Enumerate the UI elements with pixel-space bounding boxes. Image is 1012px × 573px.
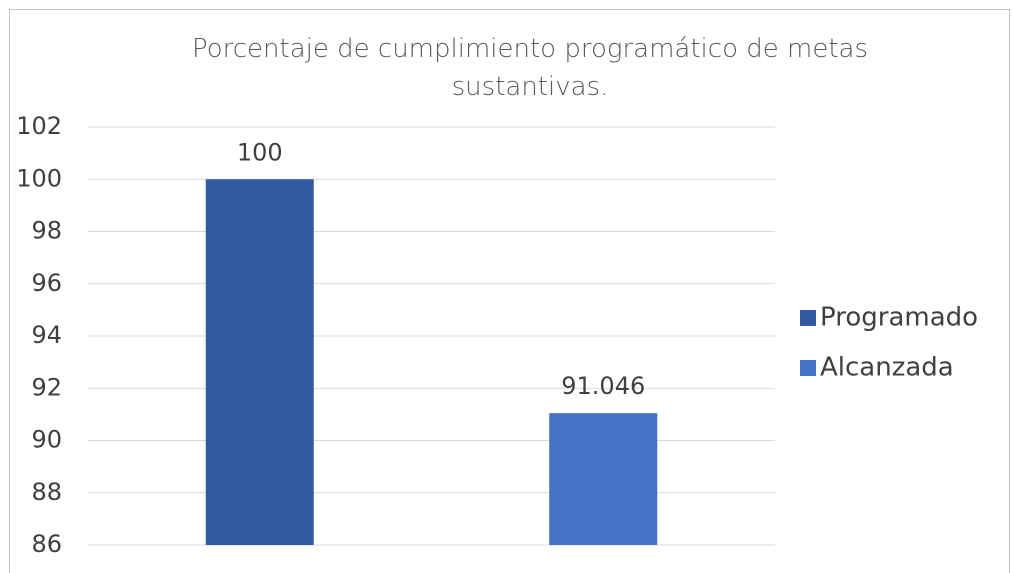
y-tick-label: 98 <box>31 217 62 245</box>
y-tick-label: 96 <box>31 269 62 297</box>
chart-border <box>9 9 1010 573</box>
data-label: 100 <box>237 138 283 166</box>
y-tick-label: 88 <box>31 478 62 506</box>
legend-label: Programado <box>820 303 978 333</box>
bar <box>549 413 658 545</box>
y-tick-label: 102 <box>16 112 62 140</box>
y-tick-label: 90 <box>31 426 62 454</box>
legend-swatch <box>800 360 816 376</box>
legend-label: Alcanzada <box>820 353 954 383</box>
chart-title: Porcentaje de cumplimiento programático … <box>191 34 869 102</box>
y-tick-label: 94 <box>31 321 62 349</box>
y-tick-label: 92 <box>31 373 62 401</box>
data-label: 91.046 <box>561 372 645 400</box>
y-tick-label: 86 <box>31 530 62 558</box>
legend-swatch <box>800 310 816 326</box>
bar <box>205 179 314 545</box>
y-tick-label: 100 <box>16 164 62 192</box>
